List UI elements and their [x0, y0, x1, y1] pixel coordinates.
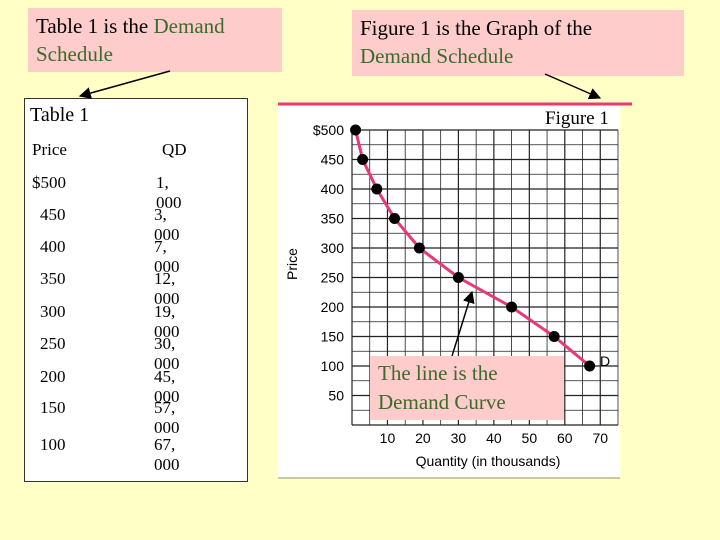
table-callout-demand: Demand	[153, 14, 225, 38]
table-cell-qd: 12, 000	[154, 269, 180, 308]
y-tick-label: 100	[321, 358, 345, 374]
table-callout: Table 1 is the Demand Schedule	[28, 8, 282, 72]
y-tick-label: 50	[328, 388, 344, 404]
y-tick-label: $500	[313, 122, 344, 138]
y-tick-label: 250	[321, 270, 345, 286]
x-tick-label: 50	[522, 430, 538, 446]
x-tick-label: 60	[557, 430, 573, 446]
table-cell-price: 450	[40, 205, 66, 224]
table-cell-price: 150	[40, 398, 66, 417]
table-cell-qd: 30, 000	[154, 334, 180, 373]
figure-callout-demand-schedule: Demand Schedule	[360, 44, 514, 68]
table-cell-price: 400	[40, 237, 66, 256]
table-callout-arrow	[78, 70, 171, 99]
table-header-price: Price	[32, 140, 67, 159]
y-tick-label: 200	[321, 299, 345, 315]
data-point	[357, 154, 369, 165]
data-point	[548, 331, 560, 342]
curve-note-line2: Demand Curve	[378, 390, 506, 414]
table-callout-text: Table 1 is the	[36, 14, 154, 38]
table-cell-qd: 67, 000	[154, 435, 180, 474]
table-cell-qd: 57, 000	[154, 398, 180, 437]
table-cell-qd: 7, 000	[154, 237, 180, 276]
x-tick-label: 10	[380, 430, 396, 446]
table-cell-price: 200	[40, 367, 66, 386]
data-point	[350, 124, 362, 136]
x-tick-label: 40	[486, 430, 502, 446]
figure-callout-text: Figure 1 is the Graph of the	[360, 16, 593, 40]
data-point	[413, 242, 425, 254]
data-point	[506, 301, 518, 313]
y-tick-label: 150	[321, 329, 345, 345]
y-tick-label: 450	[321, 152, 345, 168]
demand-curve-note: The line is the Demand Curve	[370, 356, 564, 420]
table-cell-qd: 45, 000	[154, 367, 180, 406]
data-point	[389, 213, 401, 224]
table-callout-schedule: Schedule	[36, 42, 113, 66]
table-title: Table 1	[30, 104, 90, 126]
table-cell-qd: 3, 000	[154, 205, 180, 244]
data-point	[452, 272, 464, 283]
table-cell-qd: 19, 000	[154, 302, 180, 341]
data-point	[371, 183, 383, 195]
table-cell-price: 350	[40, 269, 66, 288]
x-tick-label: 70	[592, 430, 608, 446]
x-tick-label: 20	[415, 430, 431, 446]
demand-table-panel	[24, 98, 248, 482]
table-header-qd: QD	[162, 140, 187, 159]
figure-callout-arrow	[544, 73, 602, 100]
y-tick-label: 350	[321, 211, 345, 227]
table-cell-price: 250	[40, 334, 66, 353]
demand-curve-label: D	[600, 353, 610, 369]
curve-note-arrow	[451, 290, 475, 357]
table-cell-qd: 1, 000	[156, 173, 182, 212]
y-tick-label: 400	[321, 181, 345, 197]
table-cell-price: 100	[40, 435, 66, 454]
data-point	[584, 360, 596, 372]
y-axis-label: Price	[284, 248, 300, 280]
curve-note-line1: The line is the	[378, 361, 498, 385]
figure-callout: Figure 1 is the Graph of the Demand Sche…	[352, 10, 684, 76]
x-tick-label: 30	[451, 430, 467, 446]
figure-label: Figure 1	[545, 108, 609, 129]
table-cell-price: 300	[40, 302, 66, 321]
x-axis-label: Quantity (in thousands)	[416, 453, 561, 469]
table-cell-price: $500	[32, 173, 66, 192]
y-tick-label: 300	[321, 240, 345, 256]
